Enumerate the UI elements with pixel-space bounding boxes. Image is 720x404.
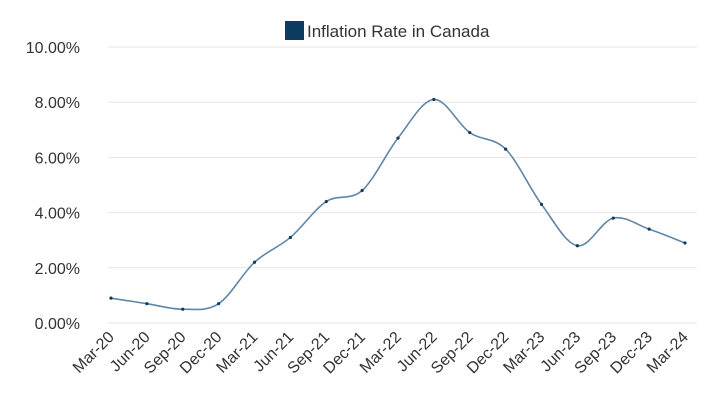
- data-point: [217, 302, 221, 306]
- data-point: [468, 130, 472, 135]
- legend-swatch: [285, 21, 304, 40]
- x-tick-label: Mar-23: [500, 329, 548, 377]
- x-axis: Mar-20Jun-20Sep-20Dec-20Mar-21Jun-21Sep-…: [70, 329, 692, 378]
- x-tick-label: Mar-21: [213, 329, 261, 377]
- data-point: [324, 199, 328, 204]
- legend-label: Inflation Rate in Canada: [307, 22, 490, 41]
- data-point: [109, 296, 113, 300]
- data-point: [181, 307, 185, 311]
- data-point: [360, 188, 364, 193]
- y-axis: 0.00% 2.00% 4.00% 6.00% 8.00% 10.00%: [26, 40, 80, 333]
- data-point: [611, 216, 615, 220]
- x-tick-label: Mar-20: [70, 329, 118, 377]
- x-tick-label: Mar-22: [357, 329, 405, 377]
- series-layer: [109, 97, 687, 311]
- y-tick-label: 2.00%: [35, 261, 80, 278]
- data-point: [683, 241, 687, 245]
- data-point: [252, 260, 257, 264]
- data-point: [288, 235, 292, 240]
- y-tick-label: 10.00%: [26, 40, 80, 57]
- series-line-inflation-rate: [110, 98, 686, 311]
- x-tick-label: Mar-24: [644, 329, 692, 377]
- y-tick-label: 6.00%: [35, 150, 80, 167]
- y-tick-label: 8.00%: [35, 95, 80, 112]
- grid-lines: [108, 46, 697, 324]
- data-point: [432, 97, 436, 102]
- data-point: [647, 227, 651, 231]
- data-point: [396, 136, 400, 140]
- data-point: [145, 302, 149, 306]
- y-tick-label: 0.00%: [35, 316, 80, 333]
- y-tick-label: 4.00%: [35, 206, 80, 223]
- data-point: [504, 147, 508, 151]
- data-point: [539, 202, 544, 206]
- legend: Inflation Rate in Canada: [285, 21, 490, 41]
- data-point: [575, 244, 579, 248]
